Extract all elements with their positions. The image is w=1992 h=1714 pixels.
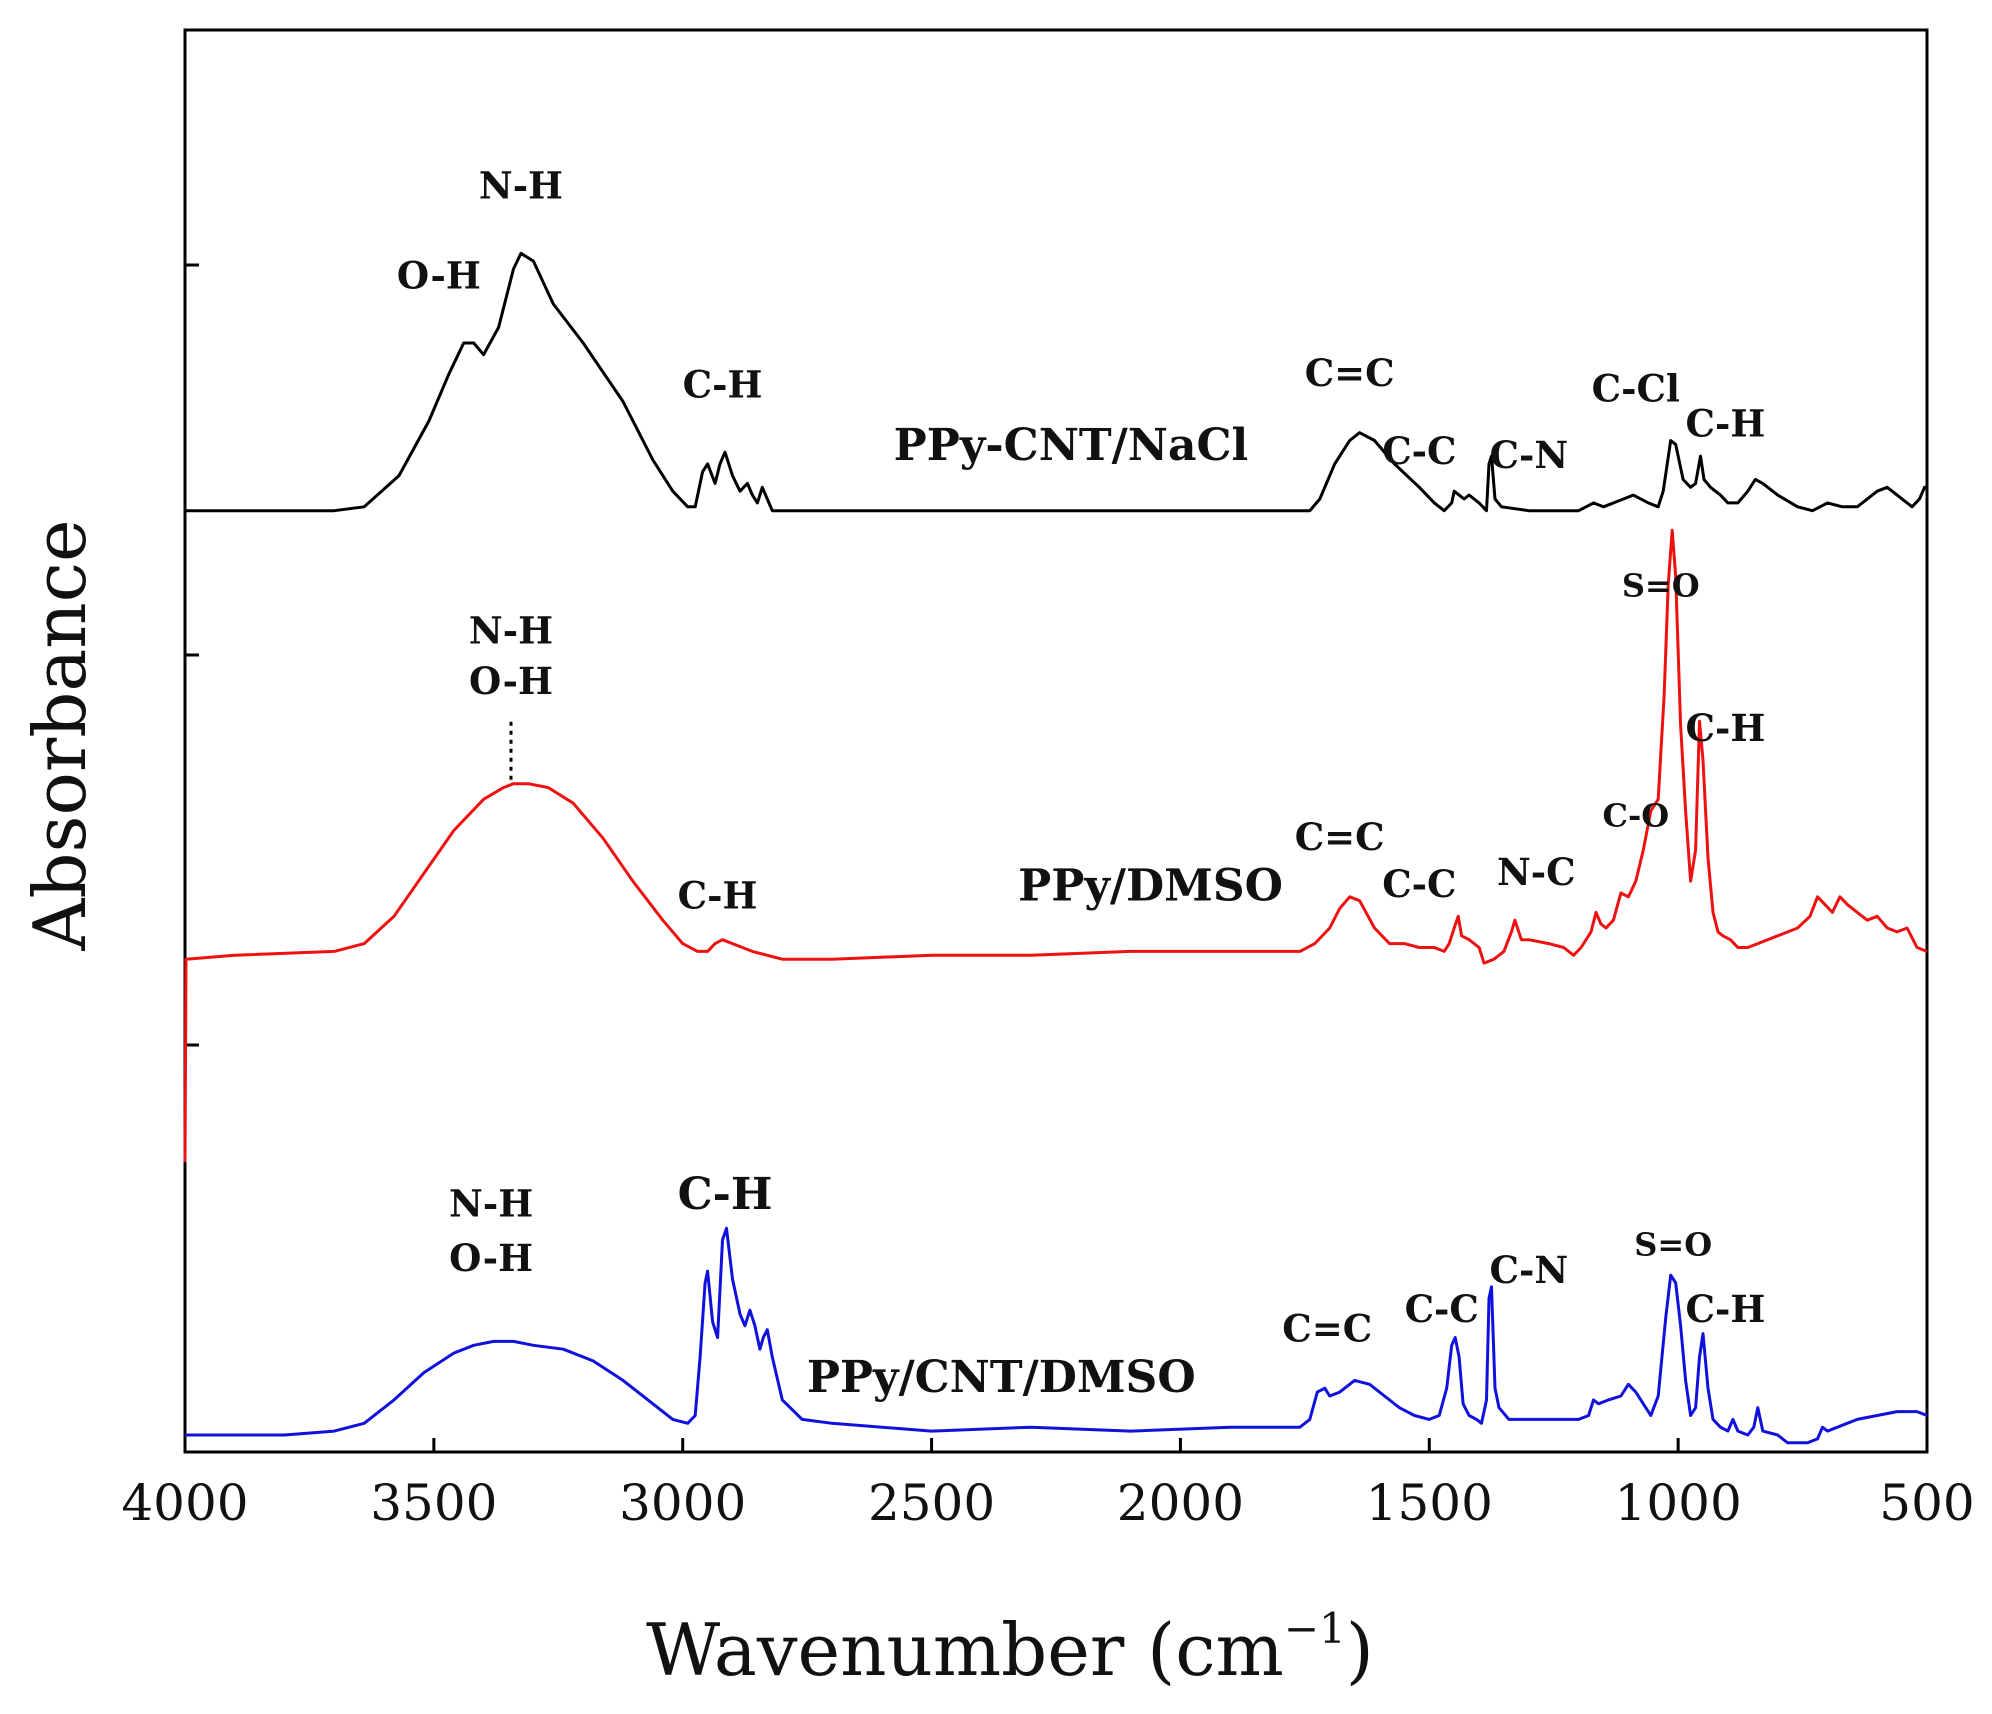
peak-annotation-12: C-O: [1603, 797, 1670, 835]
x-axis-title: Wavenumber (cm−1): [646, 1604, 1374, 1692]
series-layer: [183, 251, 1928, 1445]
peak-annotation-4: C-C: [1382, 429, 1456, 473]
peak-annotation-16: C-H: [678, 874, 758, 918]
x-axis-title-superscript: −1: [1284, 1604, 1346, 1653]
series-label-ppy-cnt-nacl: PPy-CNT/NaCl: [894, 420, 1249, 471]
series-label-layer: PPy-CNT/NaCl PPy/DMSO PPy/CNT/DMSO: [807, 420, 1283, 1403]
x-axis-title-close: ): [1346, 1608, 1374, 1692]
peak-annotation-14: C-C: [1382, 862, 1456, 906]
x-axis: 4000 3500 3000 2500 2000 1500 1000 500: [121, 1438, 1975, 1532]
series-line-ppy-cnt-dmso: [185, 1226, 1928, 1445]
x-tick-label-3500: 3500: [370, 1474, 497, 1532]
peak-annotation-15: N-C: [1497, 850, 1576, 894]
x-tick-label-2000: 2000: [1117, 1474, 1244, 1532]
series-line-ppy-dmso: [183, 528, 1928, 1163]
peak-annotation-6: C-Cl: [1592, 367, 1680, 411]
peak-annotation-7: C-H: [1686, 402, 1766, 446]
x-tick-label-1500: 1500: [1366, 1474, 1493, 1532]
peak-annotation-23: C=C: [1282, 1306, 1372, 1350]
x-tick-label-3000: 3000: [619, 1474, 746, 1532]
x-tick-label-1000: 1000: [1615, 1474, 1742, 1532]
peak-annotation-21: S=O: [1634, 1226, 1712, 1264]
x-tick-label-2500: 2500: [868, 1474, 995, 1532]
y-axis: [185, 263, 199, 1437]
x-tick-label-4000: 4000: [121, 1474, 248, 1532]
annotation-layer: N-HO-HC-H C=CC-C C-NC-ClC-HN-HO-HS=OC-HC-O…: [397, 164, 1765, 1351]
series-label-ppy-cnt-dmso: PPy/CNT/DMSO: [807, 1352, 1196, 1403]
peak-annotation-18: O-H: [449, 1236, 533, 1280]
peak-annotation-1: O-H: [397, 253, 481, 297]
series-label-ppy-dmso: PPy/DMSO: [1018, 861, 1283, 912]
y-axis-title: Absorbance: [18, 519, 102, 951]
peak-annotation-20: C-N: [1490, 1248, 1569, 1292]
peak-annotation-24: C-H: [1686, 1287, 1766, 1331]
series-line-ppy-cnt-nacl: [185, 251, 1927, 513]
peak-annotation-19: C-H: [678, 1169, 773, 1220]
peak-annotation-10: S=O: [1622, 567, 1700, 605]
peak-annotation-3: C=C: [1305, 351, 1395, 395]
peak-annotation-9: O-H: [469, 659, 553, 703]
plot-frame: [183, 28, 1929, 1454]
peak-annotation-22: C-C: [1405, 1287, 1479, 1331]
peak-annotation-8: N-H: [469, 608, 553, 652]
peak-annotation-11: C-H: [1686, 706, 1766, 750]
peak-annotation-0: N-H: [479, 164, 563, 208]
peak-annotation-13: C=C: [1295, 815, 1385, 859]
peak-annotation-5: C-N: [1490, 433, 1569, 477]
peak-annotation-17: N-H: [449, 1182, 533, 1226]
x-tick-label-500: 500: [1879, 1474, 1974, 1532]
peak-annotation-2: C-H: [683, 363, 763, 407]
